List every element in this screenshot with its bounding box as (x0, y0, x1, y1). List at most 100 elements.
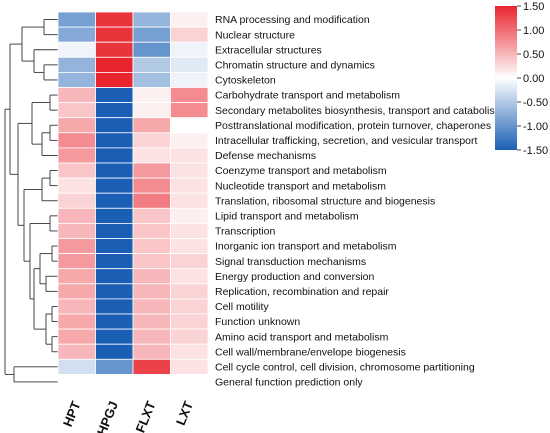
row-dendrogram (4, 19, 58, 383)
row-label: Posttranslational modification, protein … (215, 120, 491, 132)
column-label: HPGJ (94, 399, 121, 433)
heatmap-cell (132, 132, 171, 149)
heatmap-cell (132, 253, 171, 270)
heatmap-cell (95, 358, 134, 375)
heatmap-cell (95, 343, 134, 360)
heatmap-cell (170, 298, 209, 315)
heatmap-cell (95, 26, 134, 43)
heatmap-cell (132, 358, 171, 375)
heatmap-cell (170, 222, 209, 239)
heatmap-cell (132, 192, 171, 209)
heatmap-cell (57, 11, 96, 28)
heatmap-cell (170, 87, 209, 104)
heatmap-cell (170, 192, 209, 209)
row-label: Signal transduction mechanisms (215, 256, 366, 268)
heatmap-cell (57, 177, 96, 194)
row-label: Replication, recombination and repair (215, 286, 389, 298)
heatmap-cell (132, 87, 171, 104)
heatmap-cell (95, 283, 134, 300)
row-label: Cell cycle control, cell division, chrom… (215, 361, 475, 373)
heatmap-cell (57, 102, 96, 119)
row-label: Inorganic ion transport and metabolism (215, 241, 397, 253)
color-scale-tick-label: -1.00 (523, 121, 548, 133)
row-label: Extracellular structures (215, 44, 322, 56)
heatmap-cell (95, 56, 134, 73)
heatmap-cell (132, 222, 171, 239)
heatmap-cell (57, 358, 96, 375)
heatmap-cell (95, 177, 134, 194)
heatmap-cell (170, 177, 209, 194)
row-label: Amino acid transport and metabolism (215, 331, 389, 343)
heatmap-cell (57, 162, 96, 179)
heatmap-cell (132, 147, 171, 164)
heatmap-cells (57, 11, 209, 390)
heatmap-cell (95, 207, 134, 224)
heatmap-cell (132, 268, 171, 285)
heatmap-cell (57, 268, 96, 285)
heatmap-cell (57, 328, 96, 345)
heatmap-cell (95, 117, 134, 134)
heatmap-cell (95, 222, 134, 239)
heatmap-cell (57, 283, 96, 300)
heatmap-cell (95, 238, 134, 255)
heatmap-cell (57, 207, 96, 224)
color-scale-tick-label: -0.50 (523, 97, 548, 109)
heatmap-cell (132, 117, 171, 134)
heatmap-cell (170, 373, 209, 390)
heatmap-cell (95, 87, 134, 104)
heatmap-cell (132, 207, 171, 224)
heatmap-cell (170, 72, 209, 88)
heatmap-cell (170, 26, 209, 43)
heatmap-cell (57, 26, 96, 43)
heatmap-cell (57, 72, 96, 88)
heatmap-cell (170, 283, 209, 300)
heatmap-cell (95, 328, 134, 345)
heatmap-cell (95, 192, 134, 209)
heatmap-cell (132, 238, 171, 255)
row-label: Intracellular trafficking, secretion, an… (215, 135, 478, 147)
heatmap-cell (132, 373, 171, 390)
row-label: Nucleotide transport and metabolism (215, 180, 386, 192)
heatmap-cell (132, 283, 171, 300)
heatmap-cell (170, 162, 209, 179)
heatmap-cell (95, 147, 134, 164)
heatmap-cell (132, 343, 171, 360)
heatmap-cell (57, 87, 96, 104)
heatmap-cell (170, 207, 209, 224)
heatmap-cell (57, 56, 96, 73)
row-label: Nuclear structure (215, 29, 295, 41)
heatmap-cell (95, 11, 134, 28)
heatmap-cell (95, 72, 134, 88)
row-label: Function unknown (215, 316, 300, 328)
row-label: Transcription (215, 226, 275, 238)
heatmap-cell (57, 253, 96, 270)
row-label: Cell motility (215, 301, 269, 313)
heatmap-cell (170, 102, 209, 119)
row-label: Coenzyme transport and metabolism (215, 165, 387, 177)
heatmap-cell (170, 147, 209, 164)
column-label: LXT (173, 399, 196, 427)
heatmap-cell (95, 313, 134, 330)
row-label: Energy production and conversion (215, 271, 375, 283)
heatmap-cell (132, 162, 171, 179)
heatmap-cell (57, 41, 96, 58)
heatmap-cell (170, 41, 209, 58)
heatmap-cell (95, 132, 134, 149)
row-label: Lipid transport and metabolism (215, 210, 359, 222)
row-label: Carbohydrate transport and metabolism (215, 90, 400, 102)
heatmap-cell (95, 41, 134, 58)
color-scale-legend: 1.50 1.00 0.50 0.00 -0.50 -1.00 -1.50 (495, 1, 548, 157)
heatmap-cell (132, 11, 171, 28)
heatmap-cell (170, 238, 209, 255)
row-label: Secondary metabolites biosynthesis, tran… (215, 105, 504, 117)
heatmap-cell (95, 298, 134, 315)
row-label: RNA processing and modification (215, 14, 370, 26)
heatmap-cell (170, 313, 209, 330)
column-labels: HPT HPGJ FLXT LXT (60, 399, 196, 433)
heatmap-cell (57, 343, 96, 360)
row-label: Cytoskeleton (215, 75, 276, 87)
heatmap-cell (57, 238, 96, 255)
heatmap-cell (132, 41, 171, 58)
heatmap-cell (57, 192, 96, 209)
heatmap-cell (170, 343, 209, 360)
